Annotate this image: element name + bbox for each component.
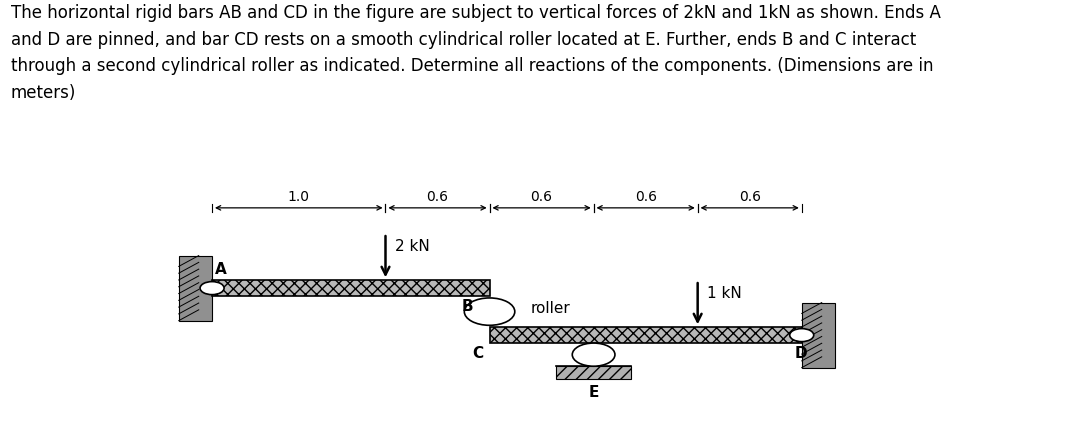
Circle shape <box>790 329 814 342</box>
Text: 2 kN: 2 kN <box>395 239 429 254</box>
Bar <box>179 256 213 320</box>
Circle shape <box>572 343 615 366</box>
Text: roller: roller <box>531 300 571 316</box>
Text: 0.6: 0.6 <box>634 190 657 203</box>
Text: 0.6: 0.6 <box>531 190 552 203</box>
Circle shape <box>200 282 224 295</box>
Text: 0.6: 0.6 <box>426 190 449 203</box>
Bar <box>557 366 631 379</box>
Text: C: C <box>472 346 483 361</box>
Text: E: E <box>588 385 599 400</box>
Text: 1.0: 1.0 <box>288 190 310 203</box>
Circle shape <box>464 298 515 325</box>
Bar <box>802 303 835 367</box>
Text: 0.6: 0.6 <box>739 190 761 203</box>
Text: The horizontal rigid bars AB and CD in the figure are subject to vertical forces: The horizontal rigid bars AB and CD in t… <box>11 4 941 101</box>
Text: D: D <box>795 346 808 361</box>
Bar <box>490 327 802 343</box>
Bar <box>213 280 490 296</box>
Text: B: B <box>462 299 474 314</box>
Text: A: A <box>215 261 227 277</box>
Text: 1 kN: 1 kN <box>707 286 741 301</box>
